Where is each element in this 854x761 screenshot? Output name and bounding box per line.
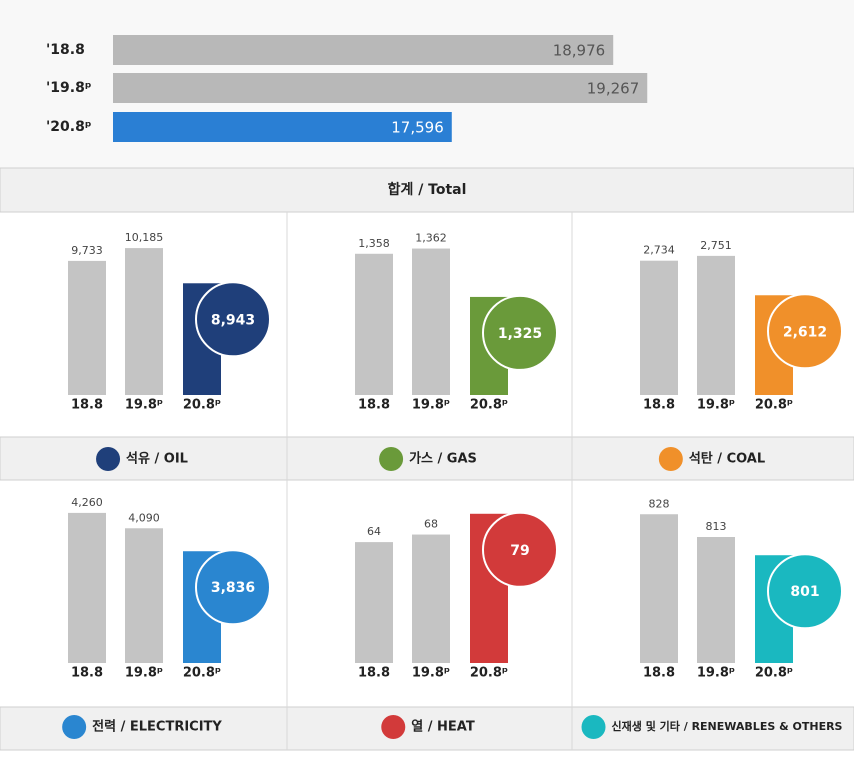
bar xyxy=(113,73,648,103)
value-label: 2,734 xyxy=(643,244,675,257)
value-label: 10,185 xyxy=(125,231,164,244)
bar xyxy=(355,253,393,395)
value-label: 18,976 xyxy=(553,42,606,60)
bar xyxy=(113,35,614,65)
value-label: 4,090 xyxy=(128,511,160,524)
category-label: 18.8 xyxy=(358,398,390,413)
bar xyxy=(697,537,735,663)
chart-title: 석유 / OIL xyxy=(126,452,188,467)
category-label: '19.8ᵖ xyxy=(46,80,92,96)
category-label: 19.8ᵖ xyxy=(697,398,735,413)
value-bubble xyxy=(482,511,558,588)
chart-title: 신재생 및 기타 / RENEWABLES & OTHERS xyxy=(612,719,843,733)
bar xyxy=(640,514,678,663)
category-label: 20.8ᵖ xyxy=(755,398,793,413)
label-band xyxy=(0,706,854,751)
value-label: 17,596 xyxy=(391,119,444,137)
bar xyxy=(113,112,452,142)
value-label: 1,362 xyxy=(415,232,447,245)
category-label: 19.8ᵖ xyxy=(125,398,163,413)
bar xyxy=(68,260,106,395)
value-label: 19,267 xyxy=(587,80,640,98)
value-label: 801 xyxy=(790,584,819,600)
icon xyxy=(381,715,406,739)
category-label: 18.8 xyxy=(643,666,675,681)
bar xyxy=(640,260,678,395)
category-label: 20.8ᵖ xyxy=(470,398,508,413)
value-label: 68 xyxy=(424,518,438,531)
value-label: 1,325 xyxy=(498,326,542,342)
category-label: 18.8 xyxy=(71,398,103,413)
category-label: 20.8ᵖ xyxy=(183,666,221,681)
bar xyxy=(355,542,393,663)
value-bubble xyxy=(767,553,843,630)
value-label: 4,260 xyxy=(71,496,103,509)
chart-title: 합계 / Total xyxy=(388,181,467,198)
category-label: 19.8ᵖ xyxy=(125,666,163,681)
category-label: 20.8ᵖ xyxy=(755,666,793,681)
icon xyxy=(379,447,404,471)
label-band xyxy=(0,436,854,481)
category-label: 18.8 xyxy=(643,398,675,413)
value-bubble xyxy=(482,294,558,371)
icon xyxy=(581,715,606,739)
value-label: 828 xyxy=(649,497,670,510)
value-label: 79 xyxy=(510,543,529,559)
value-label: 2,612 xyxy=(783,324,827,340)
chart-title: 석탄 / COAL xyxy=(689,451,765,467)
category-label: '18.8 xyxy=(46,42,85,58)
category-label: 18.8 xyxy=(358,666,390,681)
value-label: 2,751 xyxy=(700,239,732,252)
icon xyxy=(62,715,87,739)
value-label: 9,733 xyxy=(71,244,103,257)
category-label: 19.8ᵖ xyxy=(697,666,735,681)
chart-title: 가스 / GAS xyxy=(409,452,477,467)
icon xyxy=(96,447,121,471)
category-label: 19.8ᵖ xyxy=(412,398,450,413)
value-bubble xyxy=(767,293,843,370)
value-bubble xyxy=(195,549,271,626)
category-label: '20.8ᵖ xyxy=(46,119,92,135)
bar xyxy=(412,248,450,395)
chart-title: 열 / HEAT xyxy=(411,719,475,735)
bar xyxy=(412,534,450,663)
icon xyxy=(658,447,683,471)
chart-title: 전력 / ELECTRICITY xyxy=(92,719,222,735)
category-label: 18.8 xyxy=(71,666,103,681)
bar xyxy=(125,248,163,395)
bar xyxy=(697,255,735,395)
total-band xyxy=(0,167,854,213)
category-label: 19.8ᵖ xyxy=(412,666,450,681)
value-label: 813 xyxy=(706,520,727,533)
value-label: 3,836 xyxy=(211,580,255,596)
bar xyxy=(68,512,106,663)
category-label: 20.8ᵖ xyxy=(470,666,508,681)
bar xyxy=(125,528,163,663)
value-label: 8,943 xyxy=(211,312,255,328)
value-label: 1,358 xyxy=(358,237,390,250)
value-label: 64 xyxy=(367,525,381,538)
category-label: 20.8ᵖ xyxy=(183,398,221,413)
value-bubble xyxy=(195,281,271,358)
